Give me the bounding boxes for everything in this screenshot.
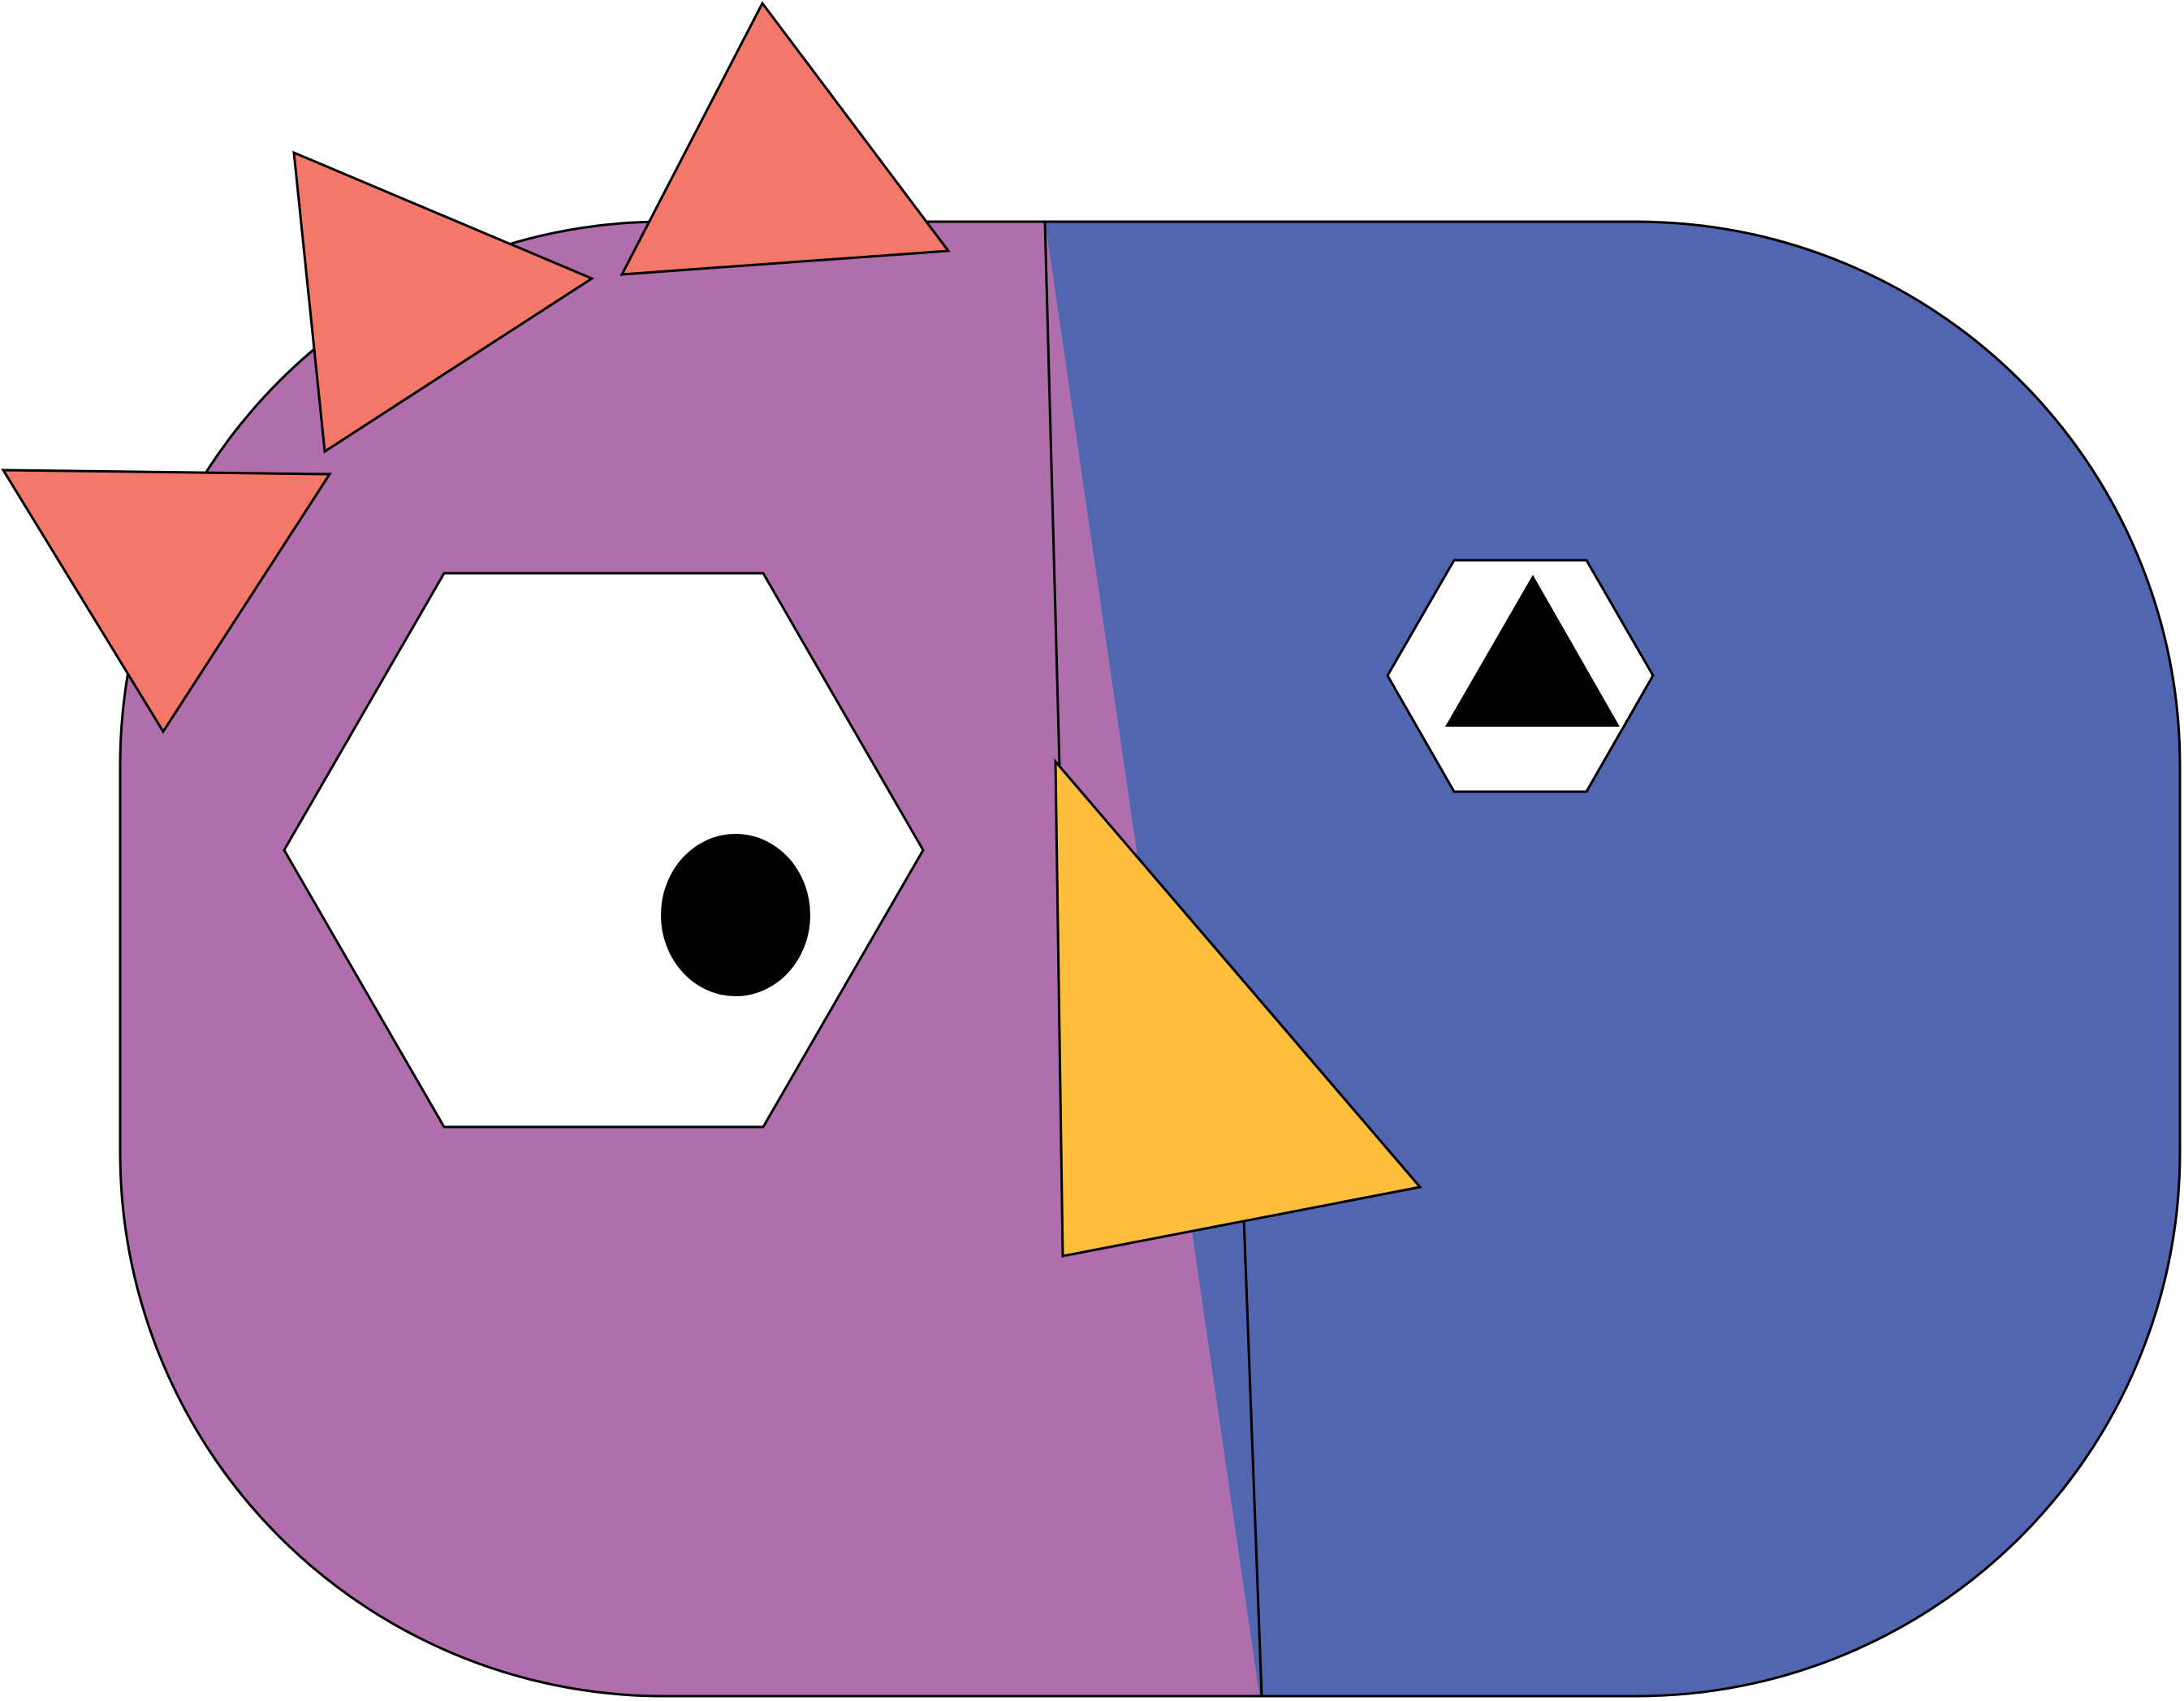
head-divider-lower <box>1242 1217 1263 1696</box>
beak <box>1054 758 1422 1258</box>
spike-middle <box>292 150 595 454</box>
right-eye <box>1386 559 1655 793</box>
spike-small <box>1 468 332 734</box>
left-eye-pupil <box>661 834 810 996</box>
head-outline <box>119 220 2182 1698</box>
right-eye-pupil <box>1445 575 1620 727</box>
head-divider <box>1043 222 1061 768</box>
left-eye <box>283 572 925 1129</box>
spike-top <box>619 1 951 276</box>
head-right-half <box>1045 222 2180 1696</box>
